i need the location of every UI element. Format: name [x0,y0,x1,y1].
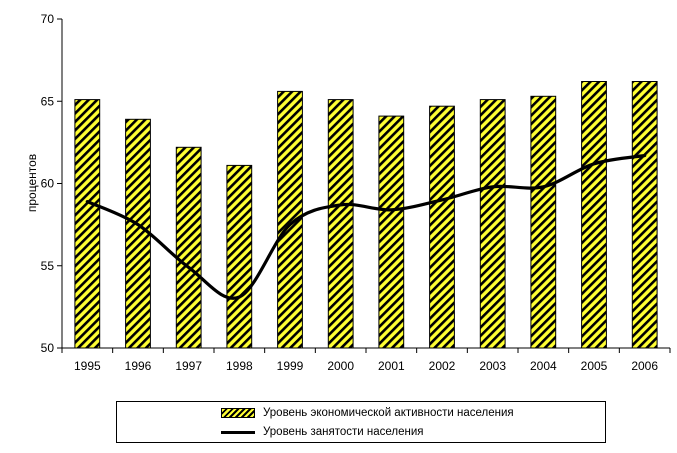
line-layer [85,153,647,300]
bar-2004 [530,95,557,349]
bar-1996 [125,118,151,349]
bars-layer [74,81,658,349]
bar-2001 [378,115,405,349]
x-tick-label-2006: 2006 [631,359,658,373]
y-tick-label-65: 65 [41,94,55,108]
x-tick-label-1996: 1996 [125,359,152,373]
x-tick-label-1995: 1995 [74,359,101,373]
x-tick-label-2004: 2004 [530,359,557,373]
x-tick-label-2005: 2005 [581,359,608,373]
x-tick-label-2001: 2001 [378,359,405,373]
legend-swatch-hatched-bar [221,408,255,418]
bar-2000 [327,99,354,349]
y-tick-label-50: 50 [41,341,55,355]
employment-line [85,153,647,300]
bar-1998 [226,164,253,349]
y-tick-label-55: 55 [41,259,55,273]
bar-2002 [429,105,455,349]
chart: процентов 50 55 60 65 70 1995 1996 1997 1998 1999… [25,12,671,373]
x-tick-label-2003: 2003 [479,359,506,373]
x-tick-label-1997: 1997 [175,359,202,373]
bar-1995 [74,99,101,349]
legend-label-activity: Уровень экономической активности населен… [263,407,514,419]
legend-label-employment: Уровень занятости населения [263,426,424,438]
x-tick-label-2002: 2002 [429,359,456,373]
labels-layer: 50 55 60 65 70 1995 1996 1997 1998 1999 2000 2001 20… [41,12,659,373]
bar-2005 [581,81,607,349]
legend-item-activity: Уровень экономической активности населен… [221,405,514,421]
x-tick-label-1998: 1998 [226,359,253,373]
bar-1997 [175,146,202,349]
y-tick-label-60: 60 [41,177,55,191]
bar-2003 [479,99,506,349]
legend: Уровень экономической активности населен… [116,401,606,443]
x-tick-label-2000: 2000 [327,359,354,373]
x-tick-label-1999: 1999 [277,359,304,373]
legend-item-employment: Уровень занятости населения [221,424,424,440]
y-axis-title: процентов [25,154,39,212]
axes-layer [57,18,671,353]
y-tick-label-70: 70 [41,12,55,26]
bar-2006 [631,81,658,349]
legend-swatch-line [221,430,255,434]
